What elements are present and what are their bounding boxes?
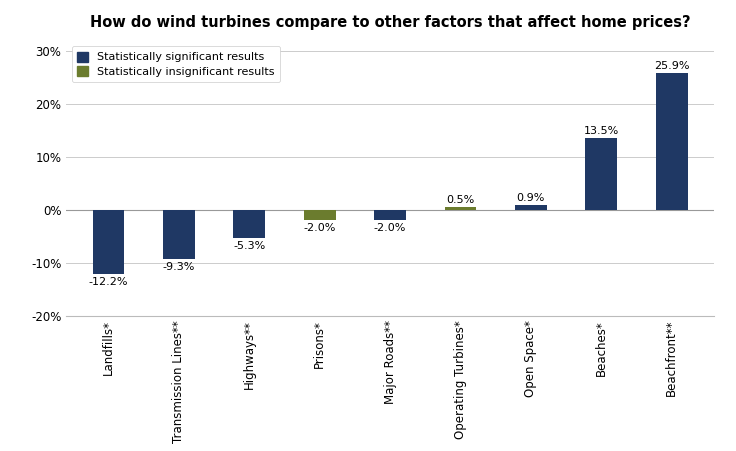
Legend: Statistically significant results, Statistically insignificant results: Statistically significant results, Stati… bbox=[72, 46, 280, 82]
Bar bbox=[93, 210, 124, 274]
Bar bbox=[515, 205, 547, 210]
Text: -2.0%: -2.0% bbox=[374, 223, 406, 233]
Title: How do wind turbines compare to other factors that affect home prices?: How do wind turbines compare to other fa… bbox=[90, 15, 690, 30]
Text: -2.0%: -2.0% bbox=[303, 223, 336, 233]
Bar bbox=[163, 210, 195, 259]
Text: 0.9%: 0.9% bbox=[517, 193, 545, 203]
Text: 25.9%: 25.9% bbox=[654, 61, 690, 71]
Bar bbox=[374, 210, 406, 221]
Text: -9.3%: -9.3% bbox=[163, 262, 195, 272]
Text: 13.5%: 13.5% bbox=[584, 126, 619, 136]
Text: 0.5%: 0.5% bbox=[446, 195, 475, 205]
Bar bbox=[233, 210, 265, 238]
Text: -5.3%: -5.3% bbox=[233, 240, 266, 251]
Bar bbox=[445, 207, 476, 210]
Bar bbox=[656, 73, 687, 210]
Bar bbox=[304, 210, 336, 221]
Bar bbox=[585, 138, 617, 210]
Text: -12.2%: -12.2% bbox=[89, 277, 128, 287]
